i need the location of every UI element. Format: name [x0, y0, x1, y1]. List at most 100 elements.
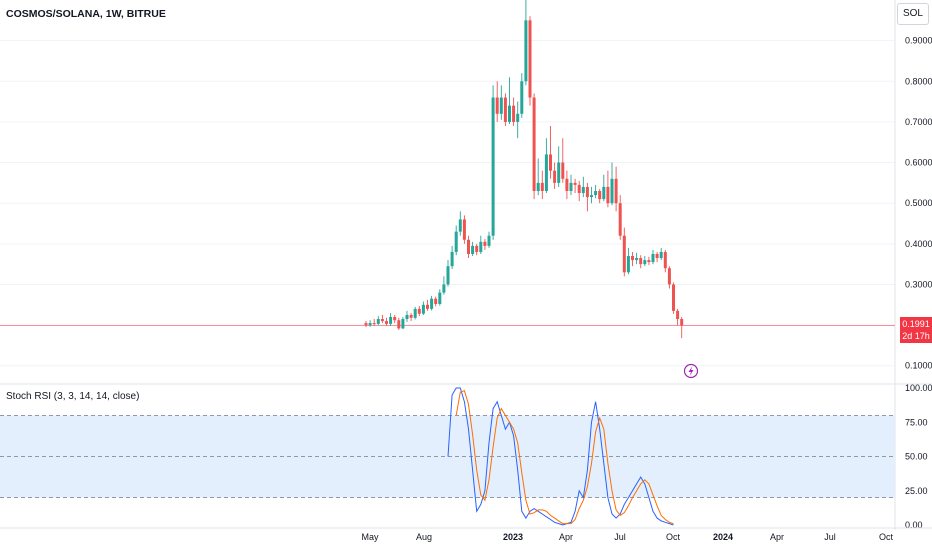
candle-body — [483, 241, 487, 246]
candle-body — [618, 203, 622, 236]
candle-body — [450, 251, 454, 267]
candle-body — [639, 258, 643, 265]
stoch-k-line — [447, 387, 674, 526]
time-tick-label: 2024 — [713, 532, 733, 542]
candle-body — [635, 258, 639, 261]
candle-body — [364, 323, 368, 326]
candle-body — [553, 170, 557, 183]
stoch-tick-label: 100.00 — [905, 383, 932, 393]
candle-body — [471, 245, 475, 254]
candle-body — [413, 308, 417, 318]
candle-body — [667, 268, 671, 285]
candle-body — [438, 292, 442, 304]
time-tick-label: 2023 — [503, 532, 523, 542]
candle-body — [417, 308, 421, 314]
price-tick-label: 0.5000 — [905, 198, 932, 208]
candle-body — [409, 314, 413, 318]
candle-body — [651, 253, 655, 263]
candle-body — [495, 97, 499, 114]
stoch-tick-label: 25.00 — [905, 486, 928, 496]
candle-body — [540, 182, 544, 191]
last-price-tag: 0.1991 2d 17h — [900, 317, 932, 343]
candle-body — [544, 154, 548, 191]
candle-body — [676, 310, 680, 320]
candle-body — [606, 186, 610, 204]
candle-body — [380, 319, 384, 322]
candle-body — [536, 182, 540, 191]
candle-body — [426, 304, 429, 309]
symbol-button[interactable]: SOL — [897, 3, 929, 25]
price-tick-label: 0.7000 — [905, 117, 932, 127]
candle-body — [532, 97, 536, 191]
candle-body — [524, 20, 528, 82]
bar-countdown: 2d 17h — [902, 331, 930, 341]
candle-body — [434, 298, 438, 304]
candle-body — [610, 178, 614, 204]
candle-body — [614, 178, 618, 204]
candle-body — [475, 245, 479, 252]
candle-body — [491, 97, 495, 236]
candle-body — [598, 191, 602, 200]
candle-body — [680, 319, 684, 326]
candle-body — [512, 105, 516, 122]
time-tick-label: Apr — [559, 532, 573, 542]
stoch-tick-label: 75.00 — [905, 417, 928, 427]
stoch-tick-label: 50.00 — [905, 452, 928, 462]
time-tick-label: Oct — [666, 532, 681, 542]
time-tick-label: Apr — [770, 532, 784, 542]
candle-body — [516, 113, 520, 122]
candle-body — [421, 304, 425, 314]
candle-body — [430, 298, 434, 309]
price-tick-label: 0.9000 — [905, 36, 932, 46]
indicator-label[interactable]: Stoch RSI (3, 3, 14, 14, close) — [6, 391, 140, 402]
candle-body — [647, 260, 651, 263]
candle-body — [631, 256, 634, 261]
stoch-tick-label: 0.00 — [905, 520, 923, 530]
price-tick-label: 0.8000 — [905, 76, 932, 86]
candle-body — [479, 241, 483, 252]
candle-body — [626, 256, 630, 273]
candle-body — [663, 251, 667, 269]
candle-body — [368, 323, 372, 326]
candle-body — [565, 178, 569, 191]
time-tick-label: Jul — [614, 532, 626, 542]
candle-body — [405, 314, 409, 320]
candle-body — [594, 191, 598, 196]
candle-body — [549, 154, 552, 171]
time-tick-label: Oct — [879, 532, 894, 542]
candle-body — [376, 319, 380, 324]
price-tick-label: 0.6000 — [905, 158, 932, 168]
lightning-icon-glyph — [688, 366, 694, 376]
candle-body — [454, 231, 458, 252]
candle-body — [446, 266, 450, 285]
time-tick-label: Jul — [824, 532, 836, 542]
candle-body — [585, 186, 589, 198]
price-tick-label: 0.3000 — [905, 279, 932, 289]
candle-body — [401, 319, 405, 329]
candle-body — [561, 162, 565, 179]
price-tick-label: 0.4000 — [905, 239, 932, 249]
candle-body — [397, 320, 401, 329]
candle-body — [385, 321, 388, 324]
candle-body — [372, 323, 376, 325]
chart-title: COSMOS/SOLANA, 1W, BITRUE — [6, 8, 166, 20]
candle-body — [655, 253, 659, 259]
candle-body — [487, 235, 491, 246]
candle-body — [503, 97, 507, 122]
candle-body — [557, 162, 561, 183]
candle-body — [458, 219, 462, 232]
price-tick-label: 0.1000 — [905, 361, 932, 371]
time-tick-label: Aug — [416, 532, 432, 542]
candle-body — [569, 182, 573, 191]
candle-body — [508, 105, 511, 122]
candle-body — [577, 184, 581, 194]
candle-body — [389, 316, 393, 324]
candle-body — [672, 284, 675, 311]
candle-body — [528, 20, 532, 98]
candle-body — [659, 251, 663, 259]
candle-body — [602, 186, 606, 200]
candle-body — [581, 186, 585, 194]
candle-body — [462, 219, 466, 240]
